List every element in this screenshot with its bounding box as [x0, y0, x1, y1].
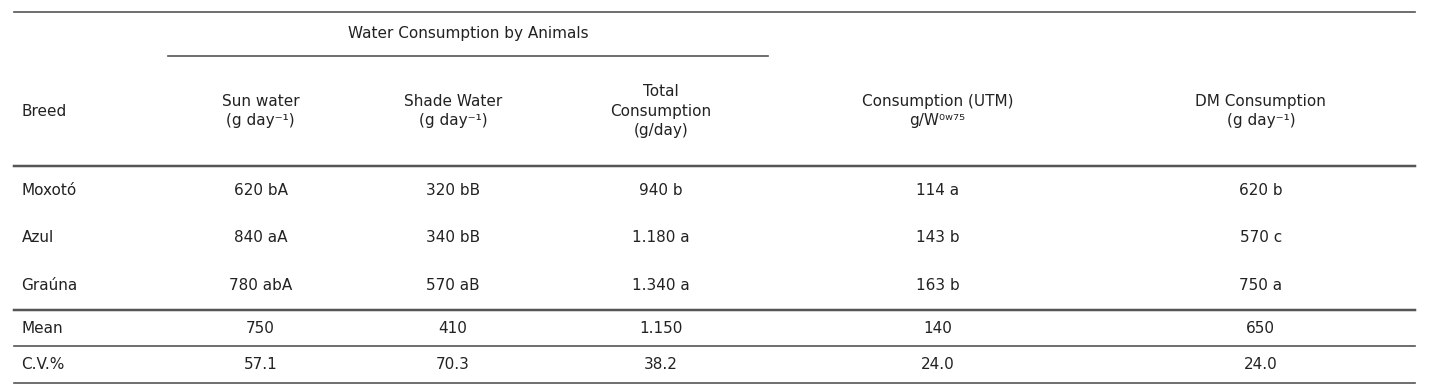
Text: 1.340 a: 1.340 a — [632, 278, 690, 293]
Text: 57.1: 57.1 — [243, 357, 277, 372]
Text: 750: 750 — [246, 321, 274, 335]
Text: Total
Consumption
(g/day): Total Consumption (g/day) — [610, 84, 712, 138]
Text: Graúna: Graúna — [21, 278, 77, 293]
Text: Moxotó: Moxotó — [21, 183, 77, 197]
Text: DM Consumption
(g day⁻¹): DM Consumption (g day⁻¹) — [1196, 93, 1326, 128]
Text: 320 bB: 320 bB — [426, 183, 480, 197]
Text: 24.0: 24.0 — [920, 357, 955, 372]
Text: Consumption (UTM)
g/W⁰ʷ⁷⁵: Consumption (UTM) g/W⁰ʷ⁷⁵ — [862, 93, 1013, 128]
Text: 570 aB: 570 aB — [426, 278, 480, 293]
Text: 140: 140 — [923, 321, 952, 335]
Text: Water Consumption by Animals: Water Consumption by Animals — [347, 26, 589, 41]
Text: 650: 650 — [1246, 321, 1275, 335]
Text: Breed: Breed — [21, 104, 67, 118]
Text: 340 bB: 340 bB — [426, 230, 480, 246]
Text: 750 a: 750 a — [1239, 278, 1282, 293]
Text: 840 aA: 840 aA — [234, 230, 287, 246]
Text: 780 abA: 780 abA — [229, 278, 292, 293]
Text: 620 bA: 620 bA — [233, 183, 287, 197]
Text: 38.2: 38.2 — [643, 357, 677, 372]
Text: 143 b: 143 b — [916, 230, 959, 246]
Text: 1.150: 1.150 — [639, 321, 682, 335]
Text: 620 b: 620 b — [1239, 183, 1283, 197]
Text: 163 b: 163 b — [916, 278, 959, 293]
Text: C.V.%: C.V.% — [21, 357, 64, 372]
Text: 114 a: 114 a — [916, 183, 959, 197]
Text: 940 b: 940 b — [639, 183, 683, 197]
Text: 24.0: 24.0 — [1243, 357, 1278, 372]
Text: Mean: Mean — [21, 321, 63, 335]
Text: 70.3: 70.3 — [436, 357, 470, 372]
Text: Shade Water
(g day⁻¹): Shade Water (g day⁻¹) — [404, 93, 502, 128]
Text: Azul: Azul — [21, 230, 54, 246]
Text: 410: 410 — [439, 321, 467, 335]
Text: 1.180 a: 1.180 a — [632, 230, 689, 246]
Text: Sun water
(g day⁻¹): Sun water (g day⁻¹) — [221, 93, 299, 128]
Text: 570 c: 570 c — [1240, 230, 1282, 246]
